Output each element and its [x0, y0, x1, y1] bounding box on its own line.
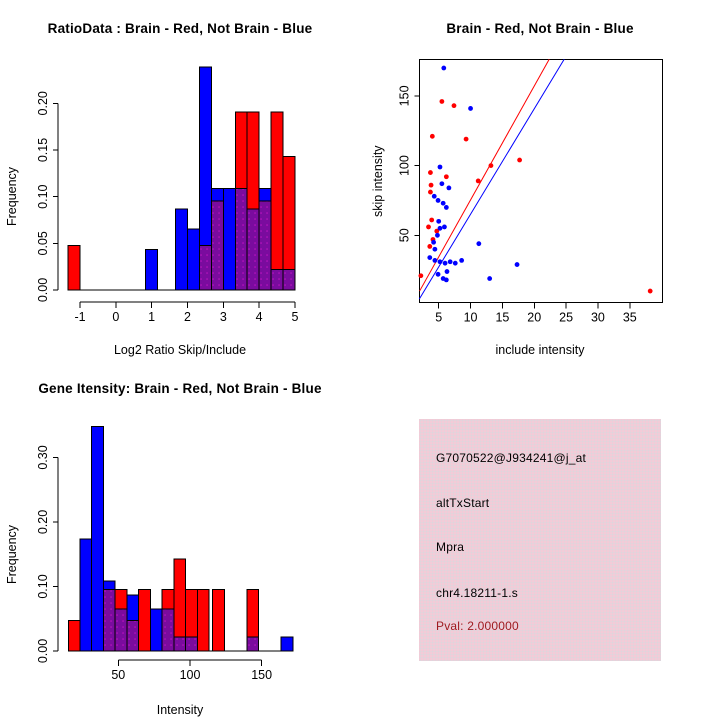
svg-text:25: 25: [559, 310, 573, 324]
svg-text:0.20: 0.20: [36, 510, 50, 534]
svg-text:0.10: 0.10: [36, 574, 50, 598]
svg-text:0.05: 0.05: [36, 231, 50, 255]
svg-text:0.20: 0.20: [36, 91, 50, 115]
ratio-histogram-title: RatioData : Brain - Red, Not Brain - Blu…: [47, 21, 313, 36]
svg-text:30: 30: [591, 310, 605, 324]
ratio-histogram-xlabel: Log2 Ratio Skip/Include: [113, 343, 247, 357]
svg-text:0.15: 0.15: [36, 138, 50, 162]
gene-info-box: G7070522@J934241@j_at altTxStart Mpra ch…: [419, 419, 661, 661]
gene-histogram-xlabel: Intensity: [156, 703, 204, 717]
svg-text:0.30: 0.30: [36, 445, 50, 469]
svg-text:0.00: 0.00: [36, 639, 50, 663]
svg-text:2: 2: [184, 310, 191, 324]
gene-symbol-text: Mpra: [436, 540, 465, 554]
svg-text:20: 20: [527, 310, 541, 324]
panel-gene-info: G7070522@J934241@j_at altTxStart Mpra ch…: [360, 360, 720, 720]
gene-histogram-plot: 0.00 0.10 0.20 0.30 50 100 150: [36, 426, 294, 682]
svg-text:5: 5: [435, 310, 442, 324]
scatter-plot: 5 10 15 20 25 30 35 50 100 150: [397, 58, 663, 324]
svg-text:5: 5: [292, 310, 299, 324]
svg-text:4: 4: [256, 310, 263, 324]
panel-intensity-scatter: Brain - Red, Not Brain - Blue skip inten…: [360, 0, 720, 360]
svg-text:0.00: 0.00: [36, 278, 50, 302]
splice-type-text: altTxStart: [436, 496, 490, 510]
scatter-title: Brain - Red, Not Brain - Blue: [446, 21, 634, 36]
svg-text:100: 100: [180, 668, 201, 682]
svg-text:0: 0: [112, 310, 119, 324]
svg-text:0.10: 0.10: [36, 184, 50, 208]
scatter-xlabel: include intensity: [495, 343, 585, 357]
svg-text:100: 100: [397, 155, 411, 176]
ratio-histogram-plot: 0.00 0.05 0.10 0.15 0.20 -1 0 1 2 3 4 5: [36, 66, 299, 324]
svg-text:50: 50: [111, 668, 125, 682]
svg-text:150: 150: [397, 85, 411, 106]
svg-text:-1: -1: [74, 310, 85, 324]
panel-gene-intensity-histogram: Gene Itensity: Brain - Red, Not Brain - …: [0, 360, 360, 720]
svg-text:15: 15: [495, 310, 509, 324]
svg-text:50: 50: [397, 228, 411, 242]
gene-histogram-title: Gene Itensity: Brain - Red, Not Brain - …: [38, 381, 322, 396]
svg-text:1: 1: [148, 310, 155, 324]
probe-id-text: G7070522@J934241@j_at: [436, 451, 587, 465]
chrom-location-text: chr4.18211-1.s: [436, 586, 518, 600]
svg-text:150: 150: [251, 668, 272, 682]
pval-text: Pval: 2.000000: [436, 619, 519, 633]
panel-ratio-histogram: RatioData : Brain - Red, Not Brain - Blu…: [0, 0, 360, 360]
svg-text:35: 35: [623, 310, 637, 324]
svg-text:10: 10: [464, 310, 478, 324]
svg-text:3: 3: [220, 310, 227, 324]
